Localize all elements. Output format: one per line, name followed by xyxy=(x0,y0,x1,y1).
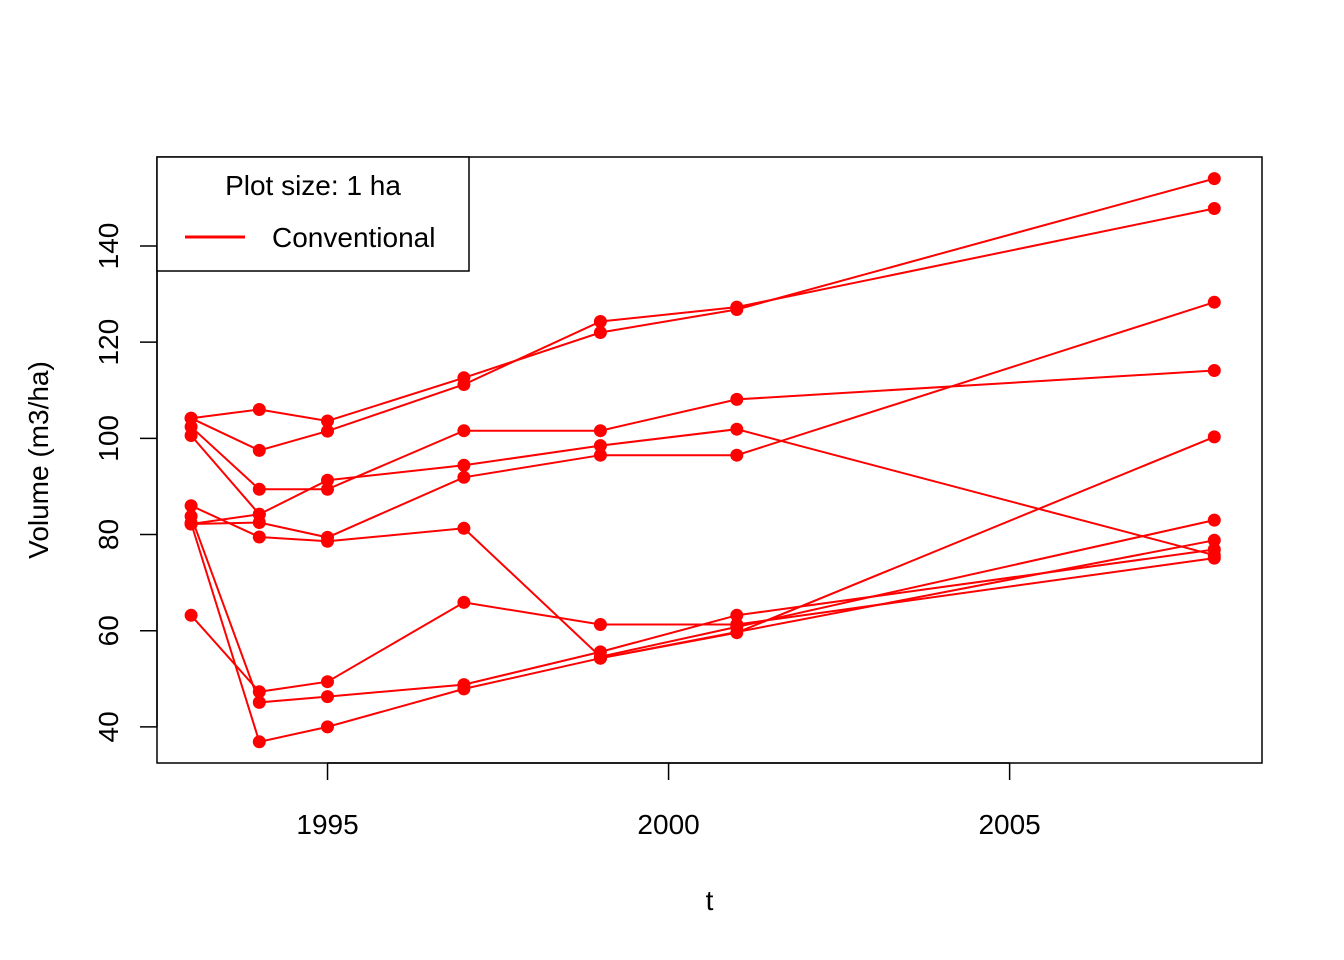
data-point xyxy=(457,682,471,696)
data-point xyxy=(321,482,334,496)
data-point xyxy=(184,517,198,531)
legend-box xyxy=(156,156,470,272)
data-point xyxy=(730,392,744,406)
data-point xyxy=(1207,533,1221,547)
series-line-10 xyxy=(190,513,260,525)
data-point xyxy=(1207,551,1221,565)
series-line-11 xyxy=(600,539,1215,660)
data-point xyxy=(321,720,334,734)
y-axis-title: Volume (m3/ha) xyxy=(23,361,54,559)
legend: Plot size: 1 ha Conventional xyxy=(156,156,470,272)
data-point xyxy=(593,424,607,438)
series-layer xyxy=(184,172,1221,749)
data-point xyxy=(321,414,334,428)
data-point xyxy=(593,448,607,462)
data-point xyxy=(1207,430,1221,444)
data-point xyxy=(252,695,266,709)
y-tick-label: 60 xyxy=(93,615,124,646)
data-point xyxy=(252,482,266,496)
y-tick-label: 40 xyxy=(93,711,124,742)
data-point xyxy=(252,685,266,699)
data-point xyxy=(252,507,266,521)
data-point xyxy=(184,608,198,622)
data-point xyxy=(730,448,744,462)
data-point xyxy=(184,499,198,513)
data-point xyxy=(252,530,266,544)
data-point xyxy=(321,690,334,704)
data-point xyxy=(1207,513,1221,527)
data-point xyxy=(457,470,471,484)
data-point xyxy=(1207,295,1221,309)
legend-entry-conventional: Conventional xyxy=(272,222,435,253)
legend-title: Plot size: 1 ha xyxy=(225,170,401,201)
data-point xyxy=(321,675,334,689)
data-point xyxy=(730,422,744,436)
data-point xyxy=(593,326,607,339)
data-point xyxy=(593,618,607,631)
x-axis-title: t xyxy=(706,885,714,916)
y-tick-label: 80 xyxy=(93,519,124,550)
data-point xyxy=(252,403,266,416)
data-point xyxy=(321,424,334,438)
data-point xyxy=(730,618,744,631)
data-point xyxy=(730,608,744,622)
data-point xyxy=(457,458,471,472)
data-point xyxy=(1207,172,1221,186)
data-point xyxy=(1207,202,1221,215)
data-point xyxy=(457,424,471,438)
y-tick-label: 140 xyxy=(93,223,124,270)
data-point xyxy=(252,443,266,457)
data-point xyxy=(457,371,471,385)
x-tick-label: 2005 xyxy=(978,809,1040,840)
data-point xyxy=(457,595,471,609)
data-point xyxy=(730,303,744,316)
data-point xyxy=(457,521,471,535)
data-point xyxy=(321,473,334,487)
data-point xyxy=(593,651,607,665)
data-point xyxy=(593,315,607,328)
data-point xyxy=(593,439,607,453)
y-tick-label: 120 xyxy=(93,319,124,366)
data-point xyxy=(321,534,334,548)
axes-layer: 1995 2000 2005 40 60 80 100 120 140 xyxy=(93,156,1263,840)
data-point xyxy=(184,429,198,442)
x-tick-label: 1995 xyxy=(296,809,358,840)
data-point xyxy=(252,735,266,749)
x-tick-label: 2000 xyxy=(637,809,699,840)
y-tick-label: 100 xyxy=(93,415,124,462)
data-point xyxy=(1207,364,1221,377)
